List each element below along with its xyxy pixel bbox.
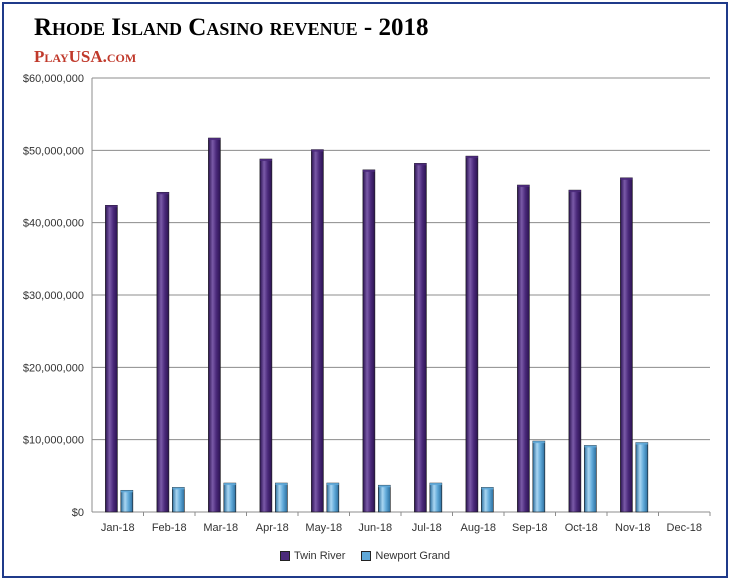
bar-twin-river (362, 169, 376, 513)
bar-newport-grand (481, 487, 494, 513)
bar-cap (156, 192, 169, 195)
bar-cap (414, 163, 427, 166)
bar-twin-river (568, 189, 582, 513)
bar-cap (429, 483, 442, 486)
y-tick-label: $30,000,000 (23, 290, 84, 302)
x-tick-label: Jan-18 (101, 522, 135, 534)
bar-cap (568, 190, 581, 193)
y-tick-label: $20,000,000 (23, 362, 84, 374)
bar-cap (120, 490, 133, 493)
bar-cap (378, 485, 391, 488)
y-tick-label: $0 (72, 507, 84, 519)
bar-cap (223, 483, 236, 486)
x-tick-label: Oct-18 (565, 522, 598, 534)
bar-twin-river (620, 177, 633, 513)
bar-cap (481, 487, 494, 490)
y-tick-label: $10,000,000 (23, 435, 84, 447)
bar-cap (275, 483, 288, 486)
bar-twin-river (156, 191, 170, 513)
bar-newport-grand (635, 442, 649, 513)
legend-swatch (280, 551, 291, 562)
bar-twin-river (465, 155, 479, 513)
bar-cap (172, 487, 185, 490)
x-tick-label: May-18 (305, 522, 342, 534)
bar-twin-river (311, 149, 324, 513)
bar-newport-grand (326, 482, 340, 513)
x-tick-label: Dec-18 (667, 522, 702, 534)
bar-newport-grand (223, 482, 237, 513)
brand-logo: PlayUSA.com (34, 47, 137, 66)
x-tick-label: Apr-18 (256, 522, 289, 534)
bar-cap (208, 138, 221, 141)
x-tick-label: Jul-18 (412, 522, 442, 534)
bar-newport-grand (532, 440, 546, 513)
bar-cap (259, 159, 272, 162)
bar-newport-grand (429, 482, 443, 513)
y-tick-label: $50,000,000 (23, 145, 84, 157)
bar-twin-river (414, 163, 427, 513)
bar-cap (635, 442, 648, 445)
bar-newport-grand (275, 482, 288, 513)
bar-cap (620, 177, 633, 180)
bar-cap (517, 185, 530, 188)
legend-label: Twin River (294, 550, 346, 562)
x-tick-label: Jun-18 (358, 522, 392, 534)
bar-twin-river (208, 137, 221, 513)
bar-newport-grand (172, 487, 185, 513)
x-tick-label: Sep-18 (512, 522, 547, 534)
x-tick-label: Feb-18 (152, 522, 187, 534)
bar-cap (326, 483, 339, 486)
legend-item: Twin River (280, 550, 345, 562)
bar-newport-grand (120, 489, 134, 513)
chart-title: Rhode Island Casino revenue - 2018 (34, 14, 429, 41)
bar-newport-grand (584, 445, 597, 513)
y-tick-label: $40,000,000 (23, 218, 84, 230)
bar-twin-river (259, 158, 273, 513)
x-tick-label: Mar-18 (203, 522, 238, 534)
legend-item: Newport Grand (361, 550, 450, 562)
bar-twin-river (517, 184, 530, 513)
legend-swatch (361, 551, 372, 562)
bar-cap (584, 445, 597, 448)
legend: Twin River Newport Grand (0, 550, 730, 562)
bar-cap (362, 169, 375, 172)
bar-cap (465, 156, 478, 159)
legend-label: Newport Grand (375, 550, 450, 562)
x-tick-label: Aug-18 (461, 522, 496, 534)
bar-cap (311, 149, 324, 152)
bar-twin-river (105, 205, 118, 513)
bar-cap (532, 441, 545, 444)
y-tick-label: $60,000,000 (23, 73, 84, 85)
bar-newport-grand (378, 484, 391, 513)
x-tick-label: Nov-18 (615, 522, 650, 534)
bar-cap (105, 205, 118, 208)
